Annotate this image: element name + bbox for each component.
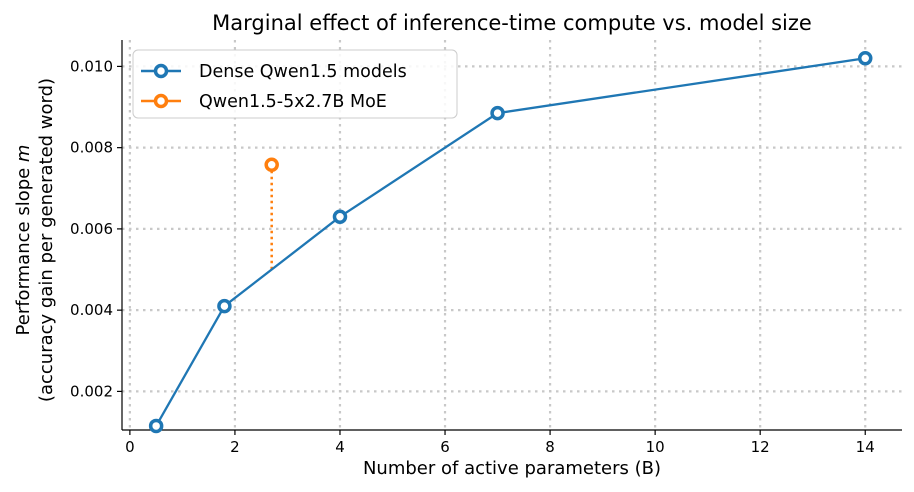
y-tick-label: 0.006 (70, 220, 113, 238)
chart-title: Marginal effect of inference-time comput… (212, 11, 812, 35)
axes (121, 40, 902, 431)
legend-marker-dense (153, 63, 169, 79)
x-axis-label: Number of active parameters (B) (363, 458, 661, 479)
y-tick-label: 0.008 (70, 139, 113, 157)
x-tick-label: 8 (545, 438, 555, 456)
x-tick-label: 10 (646, 438, 665, 456)
y-axis-label-line1: Performance slope m (13, 145, 34, 336)
y-tick-label: 0.004 (70, 301, 113, 319)
dense-data-point (332, 209, 348, 224)
x-tick-label: 4 (335, 438, 345, 456)
dense-data-point (148, 418, 164, 434)
dense-data-point (490, 105, 505, 121)
legend-label-moe: Qwen1.5-5x2.7B MoE (199, 92, 387, 112)
y-tick-label: 0.002 (70, 382, 113, 400)
x-tick-label: 0 (125, 438, 135, 456)
y-axis-label: Performance slope m (accuracy gain per g… (13, 78, 57, 402)
legend-box (132, 49, 458, 119)
x-tick-label: 2 (230, 438, 240, 456)
legend-label-dense: Dense Qwen1.5 models (199, 62, 407, 82)
y-axis-label-line2: (accuracy gain per generated word) (36, 78, 57, 402)
legend-entry-dense: Dense Qwen1.5 models (141, 62, 407, 82)
series (148, 51, 873, 434)
ticks: 0 2 4 6 8 10 12 14 0.002 0.004 0.006 0.008 0.010 (70, 57, 875, 456)
x-tick-label: 14 (856, 438, 875, 456)
y-tick-label: 0.010 (70, 57, 113, 75)
dense-data-point (857, 51, 873, 66)
legend: Dense Qwen1.5 models Qwen1.5-5x2.7B MoE (132, 49, 458, 119)
legend-entry-moe: Qwen1.5-5x2.7B MoE (141, 92, 387, 112)
dense-data-point (217, 298, 232, 314)
x-tick-label: 6 (440, 438, 450, 456)
x-tick-label: 12 (751, 438, 770, 456)
moe-data-point (264, 157, 279, 172)
legend-marker-moe (153, 93, 169, 109)
